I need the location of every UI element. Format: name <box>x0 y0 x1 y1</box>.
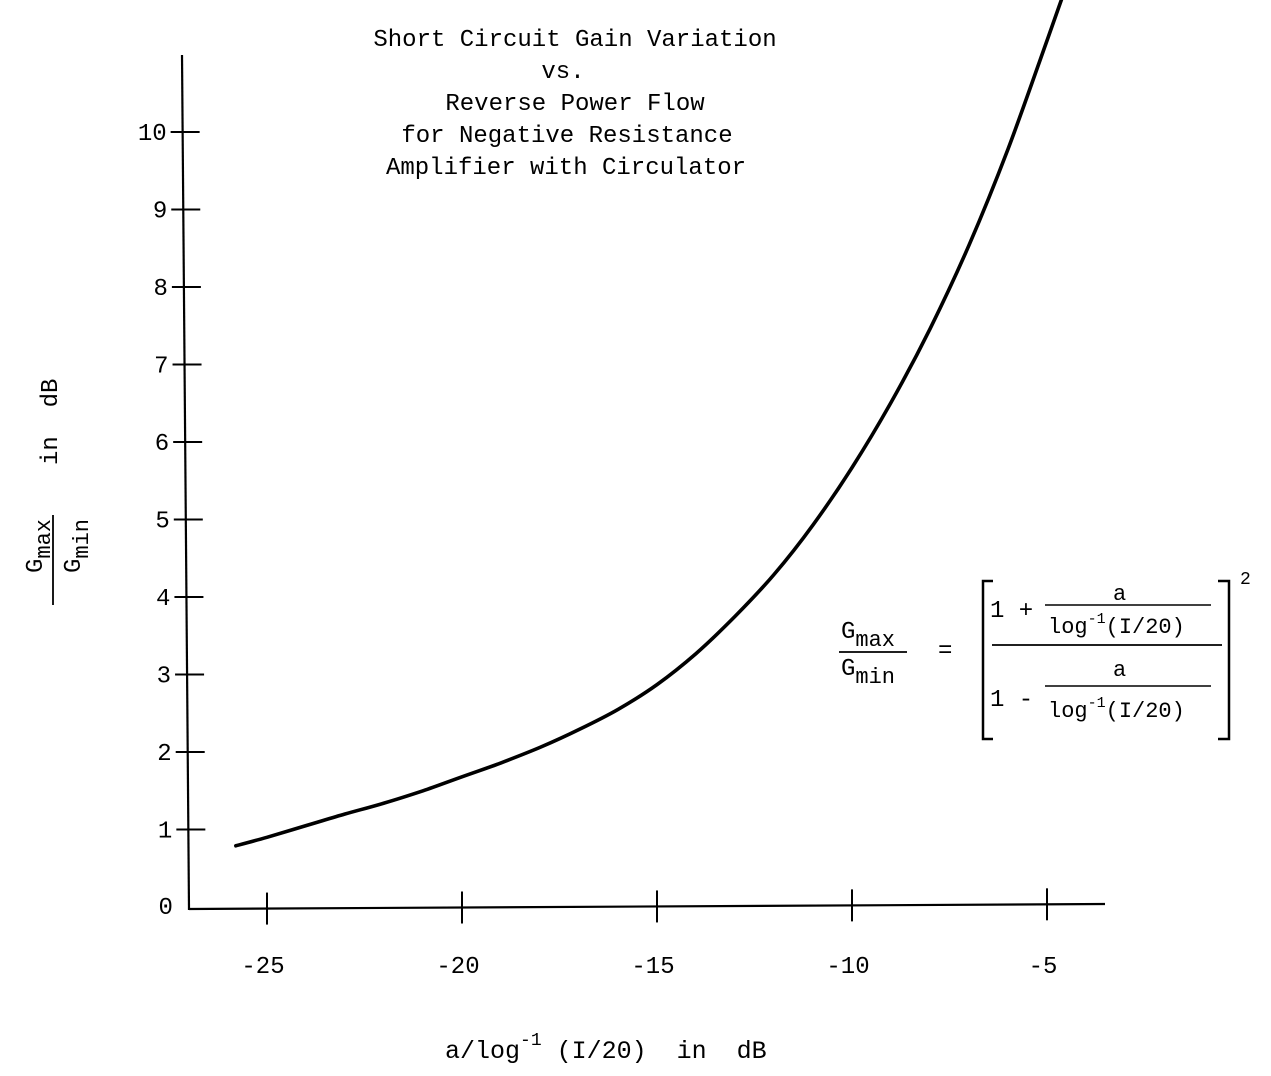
formula-bottom-a: a <box>1113 658 1126 683</box>
y-tick-label: 5 <box>155 509 169 536</box>
formula-top-one: 1 + <box>990 598 1033 625</box>
formula-bottom-one: 1 - <box>990 687 1033 714</box>
formula-equals: = <box>938 638 952 665</box>
y-axis-line <box>180 54 191 911</box>
svg-text:log-1(I/20): log-1(I/20) <box>1048 695 1185 724</box>
title-line: Amplifier with Circulator <box>386 155 746 182</box>
formula-top-a: a <box>1113 582 1126 607</box>
svg-text:Gmin: Gmin <box>61 519 95 573</box>
x-tick-label: -10 <box>826 954 869 981</box>
y-tick-label: 1 <box>158 819 172 846</box>
title-line: Short Circuit Gain Variation <box>373 27 776 54</box>
formula-bottom-log-arg: (I/20) <box>1106 699 1185 724</box>
formula-lhs-den-sub: min <box>855 665 895 690</box>
x-axis-line <box>188 902 1106 911</box>
x-label-suffix: (I/20) in dB <box>542 1037 767 1066</box>
y-tick-label: 4 <box>156 586 170 613</box>
x-label-prefix: a/log <box>445 1037 520 1066</box>
title-line: for Negative Resistance <box>401 123 732 150</box>
y-label-num-base: G <box>23 559 50 573</box>
svg-text:Gmax: Gmax <box>23 519 57 573</box>
title-line: Reverse Power Flow <box>445 91 705 118</box>
x-tick-label: -25 <box>241 954 284 981</box>
formula-bottom-log: log <box>1048 699 1088 724</box>
y-tick-label: 3 <box>157 664 171 691</box>
y-label-den-base: G <box>61 559 88 573</box>
formula-lhs-num-base: G <box>841 619 855 646</box>
y-tick-label: 6 <box>155 431 169 458</box>
chart-title: Short Circuit Gain Variation vs. Reverse… <box>373 27 776 182</box>
formula-exponent: 2 <box>1240 570 1251 590</box>
formula-lhs-num-sub: max <box>855 628 895 653</box>
series-line <box>234 0 1064 848</box>
x-axis-ticks: -25 -20 -15 -10 -5 <box>241 888 1057 981</box>
y-label-den-sub: min <box>70 519 95 559</box>
formula-annotation: Gmax Gmin = 2 1 + a log-1(I/20) 1 - a lo… <box>839 570 1251 741</box>
formula-top-log-sup: -1 <box>1088 611 1106 628</box>
x-label-superscript: -1 <box>520 1031 542 1051</box>
svg-text:a/log-1 (I/20) in dB: a/log-1 (I/20) in dB <box>445 1031 767 1066</box>
svg-text:log-1(I/20): log-1(I/20) <box>1048 611 1185 640</box>
svg-text:Gmax: Gmax <box>841 619 895 653</box>
formula-right-bracket <box>1218 579 1231 741</box>
formula-left-bracket <box>981 579 993 741</box>
y-axis-label: Gmax Gmin in dB <box>23 379 95 605</box>
y-label-unit: in dB <box>38 379 65 465</box>
title-line: vs. <box>541 59 584 86</box>
y-tick-label: 2 <box>157 741 171 768</box>
y-tick-label: 8 <box>153 276 167 303</box>
y-axis-ticks: 0 1 2 3 4 5 6 7 8 9 10 <box>138 121 206 922</box>
x-tick-label: -15 <box>631 954 674 981</box>
formula-lhs-den-base: G <box>841 656 855 683</box>
svg-text:Gmin: Gmin <box>841 656 895 690</box>
x-tick-label: -20 <box>436 954 479 981</box>
y-tick-label: 7 <box>154 354 168 381</box>
y-tick-label: 9 <box>153 199 167 226</box>
y-tick-label: 0 <box>159 895 173 922</box>
x-tick-label: -5 <box>1029 954 1058 981</box>
formula-top-log: log <box>1048 615 1088 640</box>
x-axis-label: a/log-1 (I/20) in dB <box>445 1031 767 1066</box>
formula-top-log-arg: (I/20) <box>1106 615 1185 640</box>
formula-bottom-log-sup: -1 <box>1088 695 1106 712</box>
y-tick-label: 10 <box>138 121 167 148</box>
